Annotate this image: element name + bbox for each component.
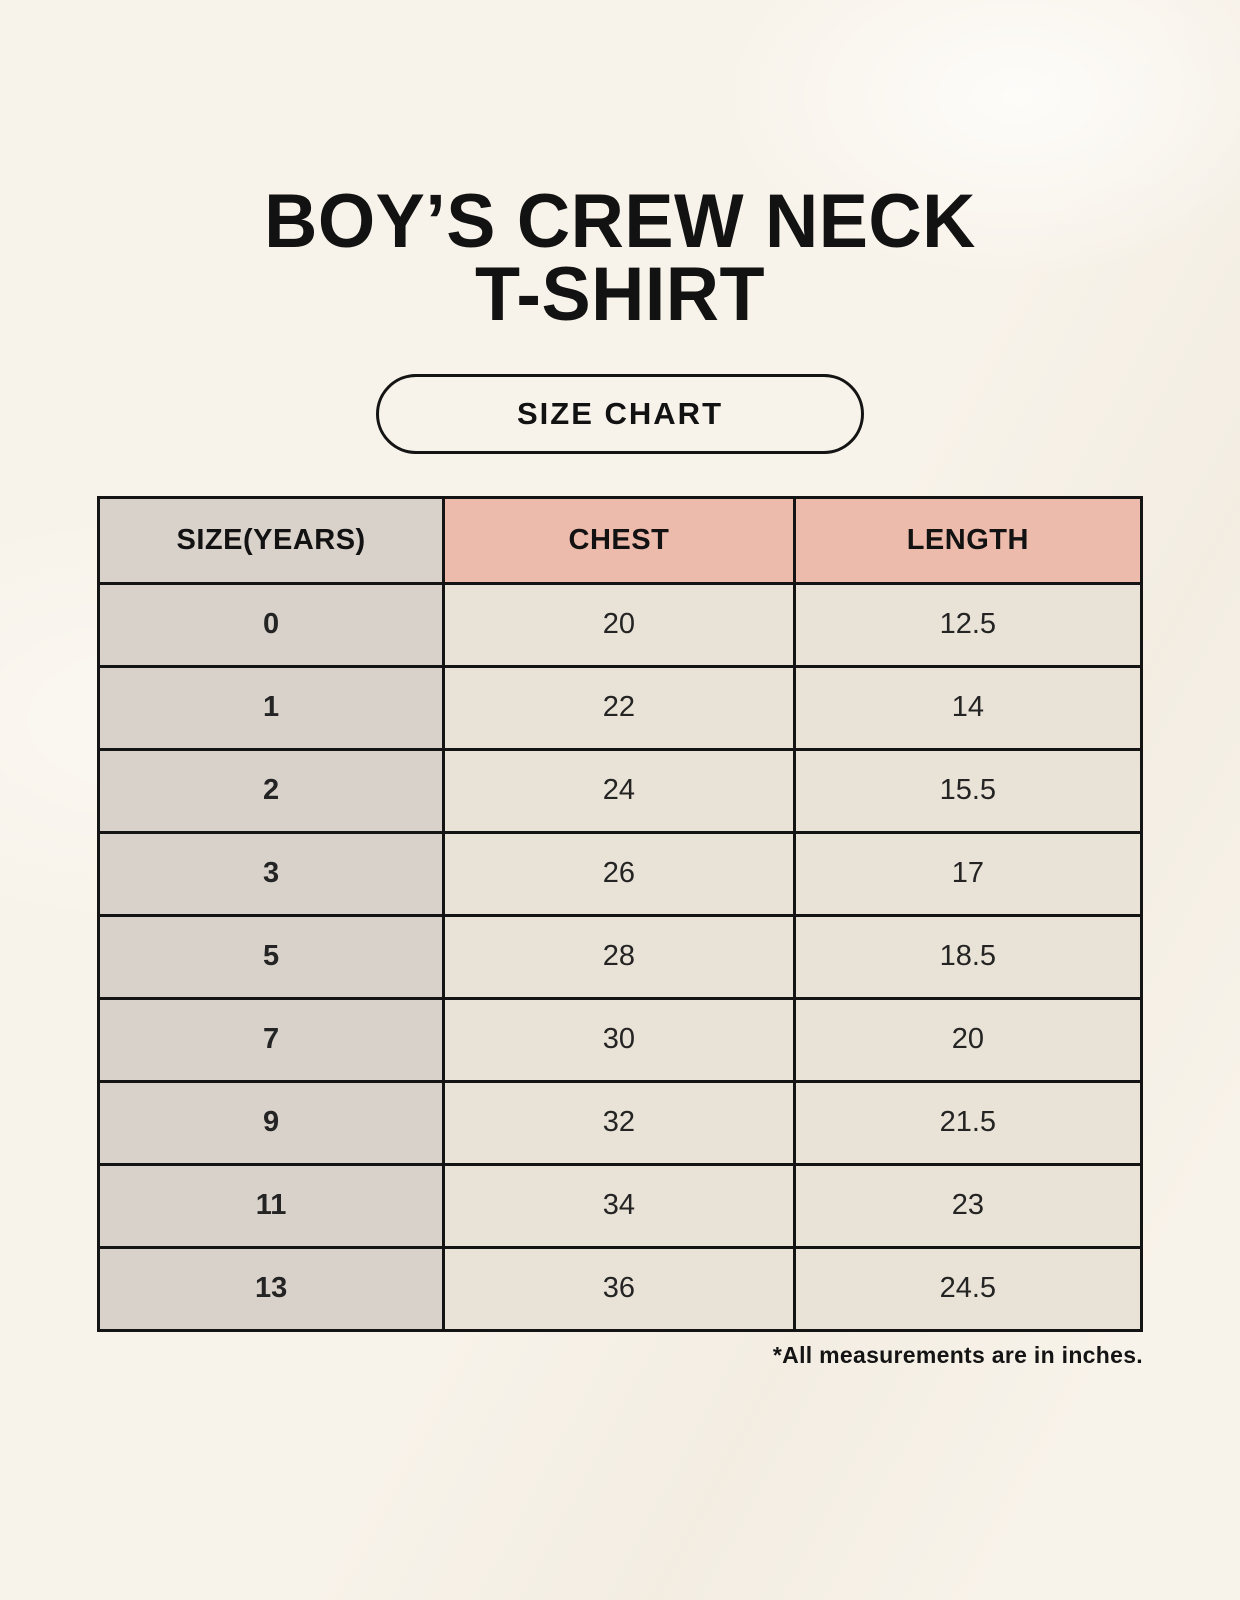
size-cell: 9: [96, 1079, 446, 1166]
length-cell: 12.5: [792, 581, 1144, 668]
table-row: 11 34 23: [96, 1162, 1144, 1249]
table-row: 7 30 20: [96, 996, 1144, 1083]
size-cell: 7: [96, 996, 446, 1083]
size-cell: 3: [96, 830, 446, 917]
chest-cell: 24: [442, 747, 796, 834]
chest-cell: 22: [442, 664, 796, 751]
table-row: 2 24 15.5: [96, 747, 1144, 834]
table-row: 1 22 14: [96, 664, 1144, 751]
header-size: SIZE(YEARS): [96, 495, 446, 585]
table-row: 9 32 21.5: [96, 1079, 1144, 1166]
page-title: BOY’S CREW NECK T-SHIRT: [19, 0, 1222, 333]
size-chart-table-container: SIZE(YEARS) CHEST LENGTH 0 20 12.5 1 22 …: [96, 495, 1144, 1332]
length-cell: 24.5: [792, 1245, 1144, 1332]
measurements-footnote: *All measurements are in inches.: [772, 1341, 1143, 1368]
length-cell: 23: [792, 1162, 1144, 1249]
size-chart-table: SIZE(YEARS) CHEST LENGTH 0 20 12.5 1 22 …: [96, 495, 1144, 1332]
title-line-1: BOY’S CREW NECK: [264, 179, 976, 264]
length-cell: 14: [792, 664, 1144, 751]
size-cell: 5: [96, 913, 446, 1000]
chest-cell: 30: [442, 996, 796, 1083]
size-chart-badge: SIZE CHART: [376, 373, 864, 454]
table-row: 5 28 18.5: [96, 913, 1144, 1000]
table-row: 13 36 24.5: [96, 1245, 1144, 1332]
table-row: 0 20 12.5: [96, 581, 1144, 668]
chest-cell: 32: [442, 1079, 796, 1166]
size-cell: 13: [96, 1245, 446, 1332]
header-chest: CHEST: [442, 495, 796, 585]
chest-cell: 26: [442, 830, 796, 917]
length-cell: 17: [792, 830, 1144, 917]
size-cell: 2: [96, 747, 446, 834]
size-cell: 1: [96, 664, 446, 751]
chest-cell: 20: [442, 581, 796, 668]
length-cell: 20: [792, 996, 1144, 1083]
size-cell: 11: [96, 1162, 446, 1249]
chest-cell: 28: [442, 913, 796, 1000]
size-chart-badge-label: SIZE CHART: [517, 395, 723, 431]
chest-cell: 36: [442, 1245, 796, 1332]
header-length: LENGTH: [792, 495, 1144, 585]
chest-cell: 34: [442, 1162, 796, 1249]
table-row: 3 26 17: [96, 830, 1144, 917]
title-line-2: T-SHIRT: [474, 251, 766, 337]
header-row: SIZE(YEARS) CHEST LENGTH: [96, 495, 1144, 585]
length-cell: 21.5: [792, 1079, 1144, 1166]
length-cell: 18.5: [792, 913, 1144, 1000]
length-cell: 15.5: [792, 747, 1144, 834]
size-cell: 0: [96, 581, 446, 668]
